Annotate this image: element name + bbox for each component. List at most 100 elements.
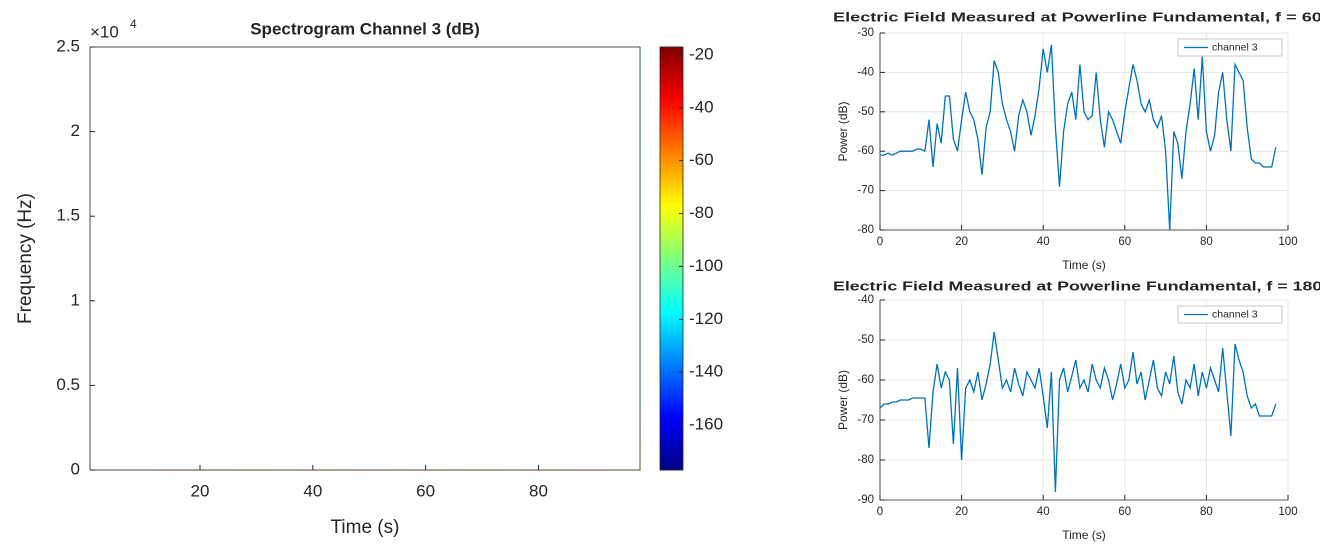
colorbar-strip (660, 222, 683, 228)
plot-area (880, 33, 1288, 230)
axes-box (89, 46, 641, 471)
colorbar-tick-label: -100 (689, 256, 723, 275)
colorbar-strip (660, 50, 683, 55)
colorbar-strip (660, 212, 683, 217)
y-exponent-power: 4 (130, 17, 137, 31)
colorbar-strip (660, 215, 683, 221)
colorbar-strip (660, 96, 683, 101)
colorbar-strip (660, 321, 683, 326)
y-tick-label: -80 (857, 454, 874, 466)
colorbar-strip (660, 247, 683, 252)
colorbar-strip (660, 145, 683, 150)
colorbar-strip (660, 219, 683, 224)
colorbar-strip (660, 57, 683, 62)
colorbar-strip (660, 103, 683, 108)
colorbar-strip (660, 314, 683, 319)
colorbar-strip (660, 67, 683, 72)
colorbar-strip (660, 106, 683, 111)
colorbar-strip (660, 339, 683, 344)
x-axis-label: Time (s) (331, 517, 400, 538)
plot-area (90, 47, 640, 470)
colorbar-strip (660, 381, 683, 386)
y-tick-label: 1.5 (56, 206, 80, 225)
y-tick-label: -40 (857, 66, 874, 78)
colorbar-strip (660, 89, 683, 94)
y-tick-label: -80 (857, 224, 874, 236)
chart-title: Electric Field Measured at Powerline Fun… (833, 10, 1320, 24)
colorbar-strip (660, 261, 683, 266)
colorbar-strip (660, 275, 683, 280)
y-tick-label: -60 (857, 145, 874, 157)
colorbar-strip (660, 367, 683, 372)
colorbar-strip (660, 46, 683, 51)
colorbar-tick-label: -80 (689, 203, 714, 222)
colorbar-strip (660, 170, 683, 175)
colorbar-strip (660, 138, 683, 143)
colorbar-strip (660, 332, 683, 337)
y-tick-label: 0.5 (56, 375, 80, 394)
colorbar-strip (660, 399, 683, 404)
colorbar-strip (660, 230, 683, 235)
colorbar-strip (660, 60, 683, 65)
y-axis-label: Power (dB) (836, 370, 850, 430)
colorbar-strip (660, 342, 683, 347)
colorbar-strip (660, 437, 683, 443)
colorbar-strip (660, 360, 683, 365)
colorbar-strip (660, 163, 683, 168)
colorbar-strip (660, 74, 683, 80)
colorbar-strip (660, 265, 683, 270)
y-axis-label: Power (dB) (836, 101, 850, 161)
colorbar-strip (660, 226, 683, 231)
colorbar-strip (660, 233, 683, 238)
x-tick-label: 80 (529, 481, 548, 500)
colorbar-tick-label: -20 (689, 44, 714, 63)
colorbar-tick-label: -40 (689, 97, 714, 116)
x-tick-label: 40 (303, 481, 322, 500)
colorbar-strip (660, 92, 683, 97)
colorbar-strip (660, 53, 683, 58)
colorbar-strip (660, 409, 683, 414)
colorbar-strip (660, 148, 683, 154)
x-tick-label: 20 (955, 506, 968, 518)
colorbar-strip (660, 177, 683, 182)
y-tick-label: 2.5 (56, 36, 80, 55)
colorbar-strip (660, 353, 683, 358)
colorbar-strip (660, 296, 683, 302)
legend-box (1177, 38, 1283, 57)
colorbar-strip (660, 300, 683, 305)
colorbar-strip (660, 349, 683, 354)
x-axis-label: Time (s) (1062, 528, 1106, 542)
y-tick-label: 1 (71, 290, 80, 309)
colorbar-strip (660, 402, 683, 407)
legend-label: channel 3 (1212, 41, 1258, 53)
data-line (880, 44, 1277, 231)
colorbar-strip (660, 328, 683, 333)
colorbar-strip (660, 385, 683, 390)
colorbar-strip (660, 124, 683, 129)
colorbar-strip (660, 318, 683, 323)
colorbar-strip (660, 346, 683, 351)
colorbar-strip (660, 395, 683, 400)
colorbar-strip (660, 268, 683, 273)
x-tick-label: 80 (1200, 236, 1213, 248)
colorbar-strip (660, 304, 683, 309)
colorbar-strip (660, 272, 683, 277)
data-line (879, 331, 1277, 493)
colorbar-strip (660, 441, 683, 446)
colorbar-strip (660, 99, 683, 104)
x-tick-label: 80 (1200, 506, 1213, 518)
colorbar-strip (660, 462, 683, 467)
colorbar-strip (660, 155, 683, 161)
colorbar-strip (660, 205, 683, 210)
colorbar-strip (660, 81, 683, 87)
colorbar-strip (660, 258, 683, 263)
legend-box (1177, 305, 1283, 324)
x-tick-label: 0 (877, 236, 883, 248)
colorbar-strip (660, 113, 683, 118)
colorbar-strip (660, 374, 683, 379)
colorbar-strip (660, 237, 683, 242)
colorbar-strip (660, 127, 683, 132)
colorbar-strip (660, 187, 683, 192)
